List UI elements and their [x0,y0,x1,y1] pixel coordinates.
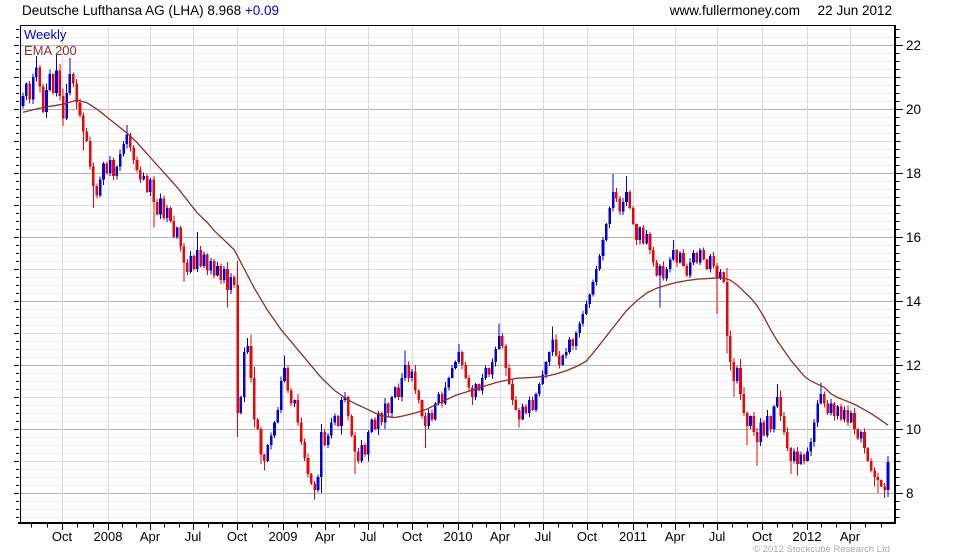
y-axis-label: 16 [906,230,921,245]
x-axis-label: Apr [665,529,686,544]
copyright-notice: © 2012 Stockcube Research Ltd [753,544,890,555]
y-axis-label: 12 [906,358,921,373]
x-axis-label: 2011 [619,529,647,544]
x-axis-label: Apr [490,529,511,544]
x-axis-label: Oct [752,529,773,544]
x-axis-label: Oct [577,529,598,544]
frequency-label: Weekly [24,27,67,42]
y-axis-label: 20 [906,102,921,117]
x-axis-label: 2009 [269,529,298,544]
x-axis-label: Oct [402,529,423,544]
date-label: 22 Jun 2012 [817,3,892,18]
x-axis-label: Jul [535,529,552,544]
y-axis-label: 18 [906,166,921,181]
x-axis-label: Jul [360,529,377,544]
x-axis-label: 2010 [444,529,473,544]
x-axis-label: Apr [840,529,861,544]
y-axis-label: 10 [906,422,921,437]
y-axis-label: 8 [906,486,914,501]
x-axis-label: 2008 [94,529,123,544]
ema-line [22,99,889,426]
x-axis-label: Apr [315,529,336,544]
x-axis-label: Oct [227,529,248,544]
x-axis-label: 2012 [793,529,822,544]
website-label: www.fullermoney.com [669,3,800,18]
price-change: +0.09 [244,3,280,18]
instrument-title: Deutsche Lufthansa AG (LHA) 8.968 [22,3,242,18]
y-axis-label: 22 [906,38,921,53]
page-title: Deutsche Lufthansa AG (LHA) 8.968 +0.09 [22,3,279,18]
y-axis-label: 14 [906,294,922,309]
x-axis-label: Jul [185,529,202,544]
ema-legend-label: EMA 200 [24,43,77,58]
x-axis-label: Apr [140,529,161,544]
x-axis-label: Oct [52,529,73,544]
x-axis-label: Jul [709,529,726,544]
